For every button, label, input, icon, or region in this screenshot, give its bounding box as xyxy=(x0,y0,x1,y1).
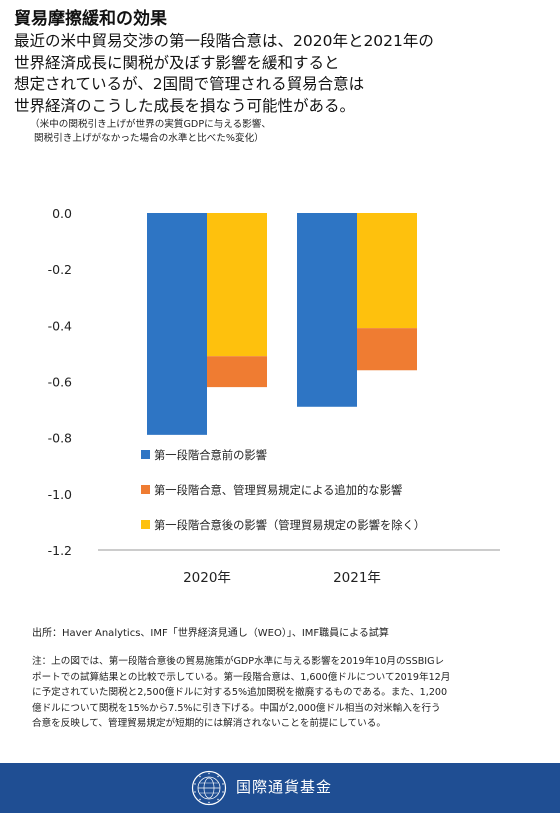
chart-title: 貿易摩擦緩和の効果 xyxy=(14,9,167,29)
footer-banner: 国際通貨基金 xyxy=(0,763,560,813)
y-tick-label: -0.8 xyxy=(48,431,72,446)
bar-1-series-2 xyxy=(357,213,417,329)
footnote-line: に予定されていた関税と2,500億ドルに対する5%追加関税を撤廃するものである。… xyxy=(32,687,448,698)
subtitle-line: 最近の米中貿易交渉の第一段階合意は、2020年と2021年の xyxy=(14,32,434,50)
subtitle-line: 世界経済のこうした成長を損なう可能性がある。 xyxy=(14,96,356,115)
legend-label-2: 第一段階合意後の影響（管理貿易規定の影響を除く） xyxy=(154,518,425,532)
y-tick-label: -0.6 xyxy=(48,375,72,390)
organization-name: 国際通貨基金 xyxy=(236,778,333,796)
bar-1-series-0 xyxy=(297,213,357,407)
unit-note-line: （米中の関税引き上げが世界の実質GDPに与える影響、 xyxy=(30,119,271,130)
subtitle-line: 世界経済成長に関税が及ぼす影響を緩和すると xyxy=(14,53,340,72)
legend-swatch-0 xyxy=(141,450,150,459)
footnote-line: 注：上の図では、第一段階合意後の貿易施策がGDP水準に与える影響を2019年10… xyxy=(32,656,445,667)
source-note: 出所：Haver Analytics、IMF「世界経済見通し（WEO）」、IMF… xyxy=(32,628,389,639)
footnote: 注：上の図では、第一段階合意後の貿易施策がGDP水準に与える影響を2019年10… xyxy=(32,654,532,732)
y-tick-label: -0.4 xyxy=(48,318,72,333)
bar-0-series-0 xyxy=(147,213,207,435)
subtitle-line: 想定されているが、2国間で管理される貿易合意は xyxy=(14,75,365,93)
y-tick-label: -0.2 xyxy=(48,262,72,277)
bar-chart: 0.0 -0.2 -0.4 -0.6 -0.8 -1.0 -1.2 2020年 2021年 第一段… xyxy=(48,206,500,586)
y-tick-label: -1.2 xyxy=(48,543,72,558)
imf-seal-logo xyxy=(191,770,227,806)
legend-label-1: 第一段階合意、管理貿易規定による追加的な影響 xyxy=(154,483,402,497)
footnote-line: 億ドルについて関税を15%から7.5%に引き下げる。中国が2,000億ドル相当の… xyxy=(32,702,441,714)
footnote-line: 合意を反映して、管理貿易規定が短期的には解消されないことを前提にしている。 xyxy=(32,718,386,729)
legend-swatch-2 xyxy=(141,520,150,529)
chart-unit-note: （米中の関税引き上げが世界の実質GDPに与える影響、 関税引き上げがなかった場合… xyxy=(30,118,271,146)
y-tick-label: 0.0 xyxy=(52,206,72,221)
x-tick-label: 2020年 xyxy=(183,570,231,586)
x-tick-label: 2021年 xyxy=(333,570,381,586)
y-tick-label: -1.0 xyxy=(48,487,72,502)
chart-subtitle: 最近の米中貿易交渉の第一段階合意は、2020年と2021年の 世界経済成長に関税… xyxy=(14,31,554,117)
unit-note-line: 関税引き上げがなかった場合の水準と比べた%変化） xyxy=(34,133,264,144)
bar-1-series-1 xyxy=(357,328,417,371)
bar-0-series-2 xyxy=(207,213,267,357)
bar-0-series-1 xyxy=(207,356,267,388)
legend-label-0: 第一段階合意前の影響 xyxy=(154,448,267,462)
legend-swatch-1 xyxy=(141,485,150,494)
footnote-line: ポートでの試算結果との比較で示している。第一段階合意は、1,600億ドルについて… xyxy=(32,671,451,683)
